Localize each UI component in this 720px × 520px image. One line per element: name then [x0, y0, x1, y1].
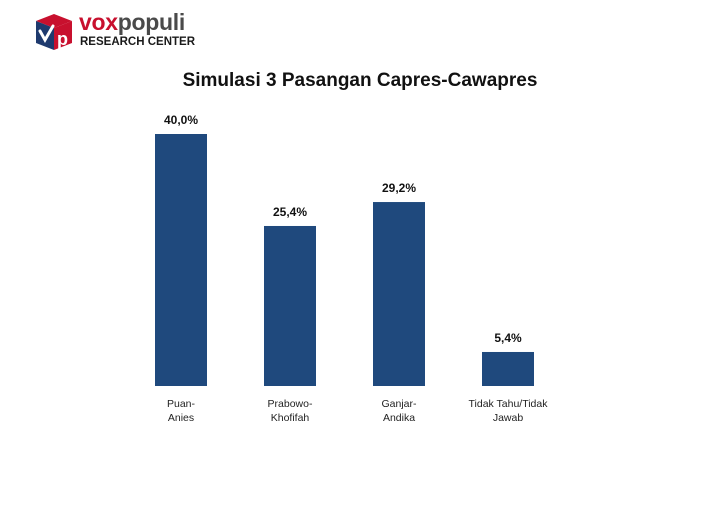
brand-tagline: RESEARCH CENTER — [80, 36, 196, 48]
logo-mark-icon: p — [36, 14, 72, 50]
brand-logo: p voxpopuli RESEARCH CENTER — [30, 9, 210, 55]
bar-2 — [264, 225, 316, 386]
brand-name-part2: populi — [117, 9, 185, 35]
category-label-line: Tidak Tahu/Tidak — [469, 398, 549, 410]
bar-4 — [482, 351, 534, 386]
category-label-line: Puan- — [167, 398, 196, 410]
logo-letter: p — [57, 29, 68, 49]
brand-name: voxpopuli — [79, 9, 185, 36]
category-label-line: Jawab — [493, 412, 524, 424]
category-label-line: Andika — [383, 412, 415, 424]
bar-1 — [155, 134, 207, 386]
category-label-line: Ganjar- — [381, 398, 417, 410]
category-label-3: Ganjar- Andika — [381, 398, 417, 424]
bar-3 — [373, 202, 425, 386]
category-label-4: Tidak Tahu/Tidak Jawab — [469, 398, 549, 424]
data-label-3: 29,2% — [382, 181, 416, 195]
data-label-2: 25,4% — [273, 205, 307, 219]
data-label-4: 5,4% — [494, 331, 522, 345]
category-label-line: Anies — [168, 412, 194, 424]
category-label-line: Khofifah — [271, 412, 310, 424]
chart-title: Simulasi 3 Pasangan Capres-Cawapres — [182, 70, 538, 91]
data-label-1: 40,0% — [164, 113, 198, 127]
category-label-line: Prabowo- — [268, 398, 313, 410]
category-label-1: Puan- Anies — [167, 398, 196, 424]
brand-name-part1: vox — [79, 9, 118, 35]
category-label-2: Prabowo- Khofifah — [268, 398, 313, 424]
